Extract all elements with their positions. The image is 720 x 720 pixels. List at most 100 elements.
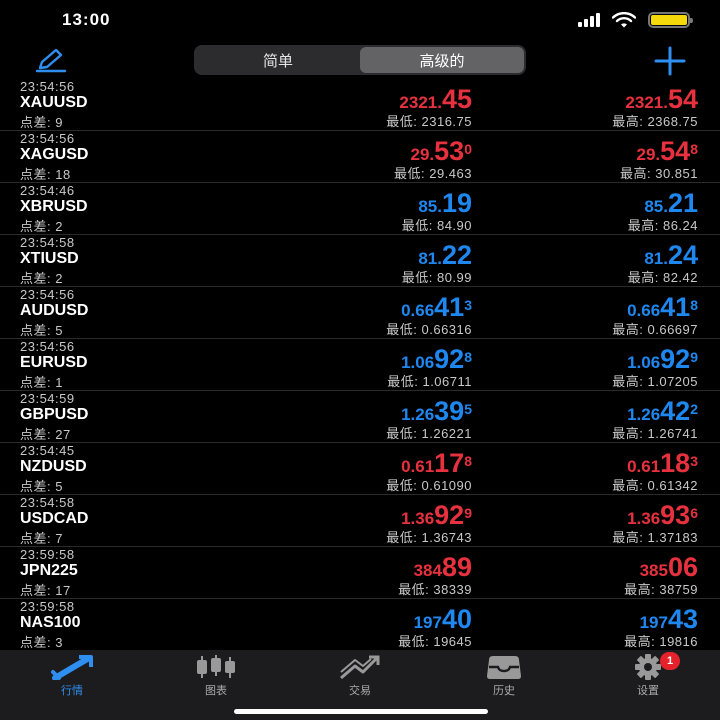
ask-price-fraction: 8 [690, 141, 698, 157]
bid-price[interactable]: 1.36929 [401, 501, 472, 534]
bid-price[interactable]: 29.530 [411, 137, 472, 170]
ask-price[interactable]: 0.61183 [627, 449, 698, 482]
quote-row[interactable]: 23:54:46 XBRUSD 点差: 2 85.19 85.21 最低: 84… [0, 183, 720, 235]
tab-trade[interactable]: 交易 [288, 650, 432, 720]
ask-price-prefix: 385 [639, 561, 668, 580]
home-indicator[interactable] [234, 709, 488, 714]
quote-row[interactable]: 23:54:45 NZDUSD 点差: 5 0.61178 0.61183 最低… [0, 443, 720, 495]
ask-price-prefix: 1.36 [627, 509, 661, 528]
tab-history-label: 历史 [493, 685, 515, 697]
ask-price[interactable]: 0.66418 [627, 293, 698, 326]
quote-time: 23:54:45 [20, 443, 75, 458]
ask-price-prefix: 0.66 [627, 301, 661, 320]
quote-low: 最低: 38339 [398, 582, 472, 597]
quote-time: 23:54:56 [20, 287, 75, 302]
quote-time: 23:54:56 [20, 131, 75, 146]
bid-price[interactable]: 1.06928 [401, 345, 472, 378]
status-time: 13:00 [62, 10, 111, 29]
quote-symbol: NZDUSD [20, 458, 87, 475]
ask-price[interactable]: 1.26422 [627, 397, 698, 430]
ask-price-prefix: 197 [639, 613, 668, 632]
bid-price[interactable]: 0.66413 [401, 293, 472, 326]
signal-icon [578, 13, 600, 27]
ask-price-prefix: 81. [644, 249, 668, 268]
tab-history[interactable]: 历史 [432, 650, 576, 720]
bid-price-pips: 45 [441, 84, 472, 114]
quote-low: 最低: 80.99 [401, 270, 472, 285]
quote-row[interactable]: 23:59:58 NAS100 点差: 3 19740 19743 最低: 19… [0, 599, 720, 651]
quote-row[interactable]: 23:54:56 EURUSD 点差: 1 1.06928 1.06929 最低… [0, 339, 720, 391]
quote-row[interactable]: 23:54:56 AUDUSD 点差: 5 0.66413 0.66418 最低… [0, 287, 720, 339]
quote-high: 最高: 1.37183 [612, 530, 698, 545]
bid-price-pips: 53 [434, 136, 465, 166]
quote-time: 23:54:58 [20, 235, 75, 250]
quote-spread: 点差: 3 [20, 635, 63, 650]
quote-row[interactable]: 23:54:58 XTIUSD 点差: 2 81.22 81.24 最低: 80… [0, 235, 720, 287]
bid-price-fraction: 8 [464, 349, 472, 365]
quote-symbol: AUDUSD [20, 302, 89, 319]
battery-icon [648, 12, 693, 28]
bid-price-prefix: 1.06 [401, 353, 435, 372]
quote-time: 23:59:58 [20, 599, 75, 614]
ask-price-prefix: 1.26 [627, 405, 661, 424]
plus-icon[interactable] [654, 46, 686, 76]
tab-quotes-label: 行情 [61, 685, 83, 697]
ask-price[interactable]: 19743 [640, 605, 698, 638]
bid-price-pips: 92 [434, 344, 465, 374]
quote-high: 最高: 86.24 [627, 218, 698, 233]
tab-trade-label: 交易 [349, 685, 371, 697]
tab-settings[interactable]: 1 设置 [576, 650, 720, 720]
quote-time: 23:54:56 [20, 79, 75, 94]
quote-symbol: GBPUSD [20, 406, 89, 423]
quote-symbol: USDCAD [20, 510, 89, 527]
bid-price-pips: 89 [441, 552, 472, 582]
quote-spread: 点差: 5 [20, 323, 63, 338]
bid-price[interactable]: 81.22 [418, 241, 472, 274]
bid-price-fraction: 3 [464, 297, 472, 313]
bid-price[interactable]: 85.19 [418, 189, 472, 222]
quote-low: 最低: 19645 [398, 634, 472, 649]
bid-price[interactable]: 2321.45 [399, 85, 472, 118]
pencil-icon[interactable] [34, 48, 68, 74]
ask-price[interactable]: 81.24 [644, 241, 698, 274]
bid-price-prefix: 0.66 [401, 301, 435, 320]
bid-price[interactable]: 38489 [414, 553, 472, 586]
quote-row[interactable]: 23:54:59 GBPUSD 点差: 27 1.26395 1.26422 最… [0, 391, 720, 443]
bid-price[interactable]: 19740 [414, 605, 472, 638]
ask-price[interactable]: 1.06929 [627, 345, 698, 378]
bid-price[interactable]: 0.61178 [401, 449, 472, 482]
tab-charts[interactable]: 图表 [144, 650, 288, 720]
ask-price[interactable]: 85.21 [644, 189, 698, 222]
quote-row[interactable]: 23:54:58 USDCAD 点差: 7 1.36929 1.36936 最低… [0, 495, 720, 547]
tab-bar: 行情 图表 交易 历史 [0, 650, 720, 720]
quote-row[interactable]: 23:54:56 XAGUSD 点差: 18 29.530 29.548 最低:… [0, 131, 720, 183]
bid-price[interactable]: 1.26395 [401, 397, 472, 430]
segment-advanced[interactable]: 高级的 [360, 47, 524, 73]
quote-spread: 点差: 7 [20, 531, 63, 546]
tab-quotes[interactable]: 行情 [0, 650, 144, 720]
ask-price-fraction: 2 [690, 401, 698, 417]
quote-high: 最高: 82.42 [627, 270, 698, 285]
quote-row[interactable]: 23:54:56 XAUUSD 点差: 9 2321.45 2321.54 最低… [0, 79, 720, 131]
quote-high: 最高: 1.26741 [612, 426, 698, 441]
ask-price-pips: 92 [660, 344, 691, 374]
quote-spread: 点差: 18 [20, 167, 71, 182]
ask-price-pips: 54 [660, 136, 691, 166]
ask-price[interactable]: 2321.54 [625, 85, 698, 118]
quote-symbol: XAGUSD [20, 146, 89, 163]
bid-price-prefix: 1.26 [401, 405, 435, 424]
segment-simple[interactable]: 简单 [262, 52, 293, 70]
history-icon [487, 656, 521, 679]
bid-price-pips: 19 [441, 188, 472, 218]
tab-settings-label: 设置 [637, 685, 659, 697]
nav-bar: 简单 高级的 [0, 44, 720, 78]
quote-low: 最低: 1.26221 [386, 426, 472, 441]
quote-low: 最低: 0.61090 [386, 478, 472, 493]
ask-price[interactable]: 1.36936 [627, 501, 698, 534]
bid-price-prefix: 197 [413, 613, 442, 632]
ask-price[interactable]: 29.548 [637, 137, 698, 170]
ask-price[interactable]: 38506 [640, 553, 698, 586]
quote-row[interactable]: 23:59:58 JPN225 点差: 17 38489 38506 最低: 3… [0, 547, 720, 599]
ask-price-prefix: 2321. [625, 93, 668, 112]
tab-charts-label: 图表 [205, 685, 227, 697]
